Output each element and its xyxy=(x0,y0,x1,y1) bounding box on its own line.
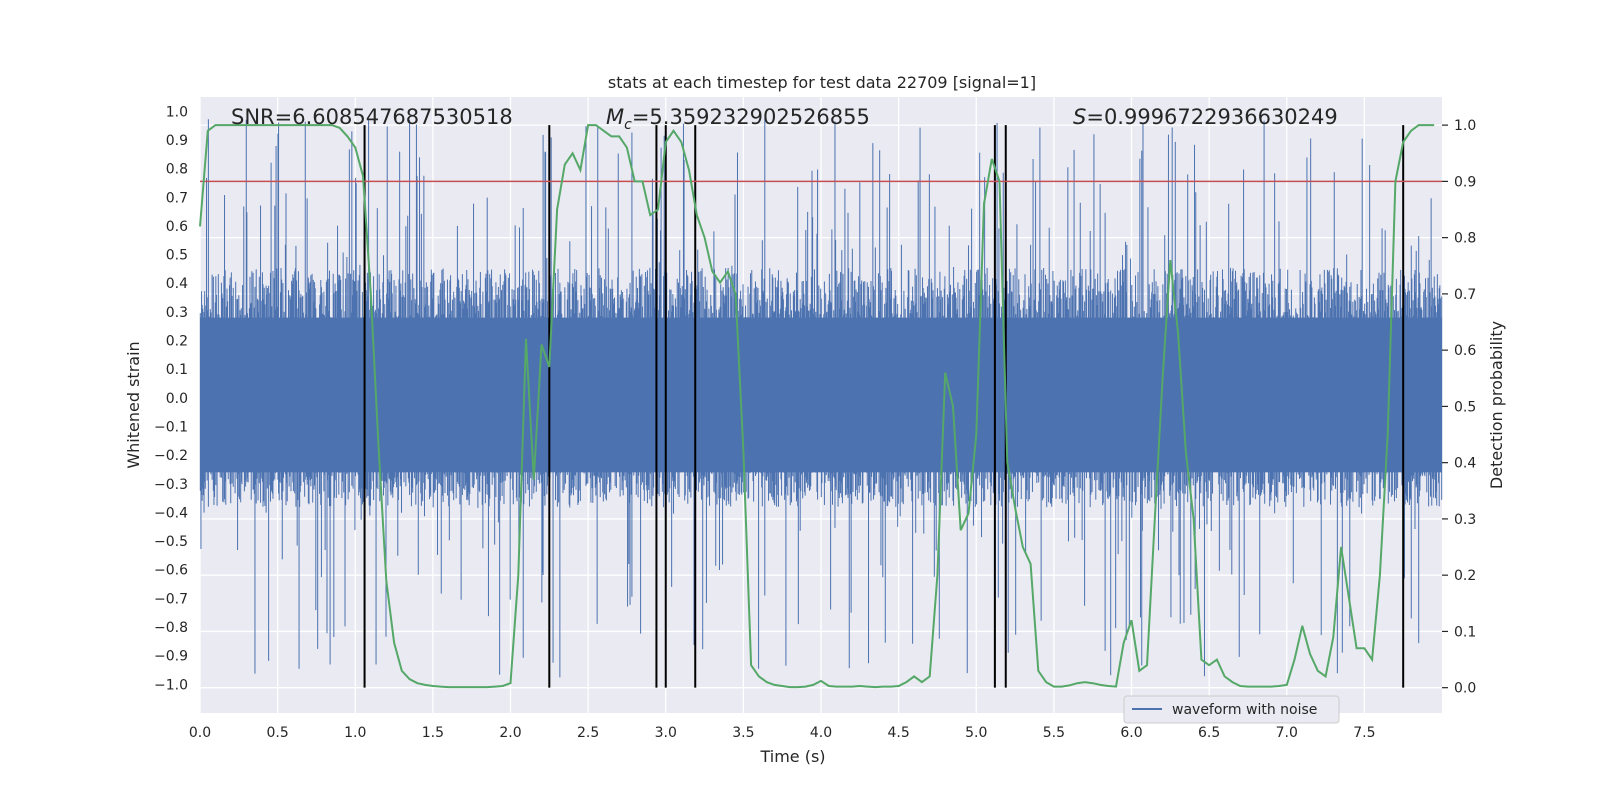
x-tick-label: 3.5 xyxy=(732,725,754,741)
y-tick-label: −0.1 xyxy=(154,419,188,435)
probability-line xyxy=(199,124,1435,689)
y-right-tick-label: 0.8 xyxy=(1454,231,1476,247)
y-tick-label: −0.9 xyxy=(154,649,188,665)
x-tick-label: 3.0 xyxy=(655,725,677,741)
chirp-mass-annotation: Mc=5.359232902526855 xyxy=(606,105,870,133)
y-tick-label: −0.2 xyxy=(154,448,188,464)
x-tick-label: 0.0 xyxy=(189,725,211,741)
y-right-tick-label: 0.1 xyxy=(1454,624,1476,640)
y-tick-label: −0.8 xyxy=(154,620,188,636)
waveform-series xyxy=(199,117,1443,678)
x-tick-labels: 0.0 0.5 1.0 1.5 2.0 2.5 3.0 3.5 4.0 4.5 5.0 5.5 6.0 6… xyxy=(189,725,1376,741)
y-tick-label: −0.6 xyxy=(154,563,188,579)
x-tick-label: 1.5 xyxy=(422,725,444,741)
chirp-mass-symbol: M xyxy=(606,105,624,129)
legend-label: waveform with noise xyxy=(1172,702,1317,718)
vertical-marker-lines xyxy=(363,125,1405,688)
y-tick-label: −0.3 xyxy=(154,477,188,493)
x-tick-label: 4.5 xyxy=(887,725,909,741)
significance-symbol: S xyxy=(1073,105,1086,129)
y-tick-label: 0.2 xyxy=(166,334,188,350)
y-right-tick-label: 0.7 xyxy=(1454,287,1476,303)
x-tick-label: 6.5 xyxy=(1198,725,1220,741)
y-right-tick-label: 0.3 xyxy=(1454,512,1476,528)
y-tick-label: 0.9 xyxy=(166,133,188,149)
y-tick-label: 0.3 xyxy=(166,305,188,321)
y-tick-label: 0.1 xyxy=(166,362,188,378)
y-tick-label: 0.6 xyxy=(166,219,188,235)
y-right-tick-label: 0.2 xyxy=(1454,568,1476,584)
y-right-tick-labels: 0.0 0.1 0.2 0.3 0.4 0.5 0.6 0.7 0.8 0.9 1.0 xyxy=(1442,118,1476,697)
x-tick-label: 5.0 xyxy=(965,725,987,741)
chirp-mass-subscript: c xyxy=(624,117,632,133)
x-tick-label: 7.0 xyxy=(1276,725,1298,741)
chart-title: stats at each timestep for test data 227… xyxy=(608,73,1036,92)
y-right-tick-label: 0.9 xyxy=(1454,174,1476,190)
legend: waveform with noise xyxy=(1123,695,1340,724)
x-tick-label: 5.5 xyxy=(1043,725,1065,741)
y-right-tick-label: 0.6 xyxy=(1454,343,1476,359)
x-tick-label: 2.5 xyxy=(577,725,599,741)
snr-annotation: SNR=6.608547687530518 xyxy=(231,105,513,129)
y-right-tick-label: 1.0 xyxy=(1454,118,1476,134)
y-right-tick-label: 0.0 xyxy=(1454,681,1476,697)
y-tick-label: 0.4 xyxy=(166,276,188,292)
x-tick-label: 1.0 xyxy=(344,725,366,741)
x-tick-label: 2.0 xyxy=(499,725,521,741)
y-tick-label: 0.0 xyxy=(166,391,188,407)
y-tick-label: −0.7 xyxy=(154,591,188,607)
significance-value: =0.9996722936630249 xyxy=(1086,105,1337,129)
y-tick-label: −0.4 xyxy=(154,505,188,521)
y-tick-label: 0.5 xyxy=(166,248,188,264)
chirp-mass-value: =5.359232902526855 xyxy=(632,105,870,129)
y-tick-label: −1.0 xyxy=(154,677,188,693)
y-tick-label: 0.7 xyxy=(166,190,188,206)
y-tick-label: −0.5 xyxy=(154,534,188,550)
x-tick-label: 0.5 xyxy=(266,725,288,741)
significance-annotation: S=0.9996722936630249 xyxy=(1073,105,1338,129)
y-tick-label: 1.0 xyxy=(166,104,188,120)
x-axis-title: Time (s) xyxy=(759,747,825,766)
y-right-axis-title: Detection probability xyxy=(1487,321,1506,489)
legend-box xyxy=(1123,695,1340,724)
x-tick-label: 4.0 xyxy=(810,725,832,741)
waveform-core xyxy=(200,317,1442,473)
y-axis-title: Whitened strain xyxy=(124,341,143,468)
y-right-tick-label: 0.5 xyxy=(1454,399,1476,415)
y-right-tick-label: 0.4 xyxy=(1454,456,1476,472)
x-tick-label: 7.5 xyxy=(1353,725,1375,741)
x-tick-label: 6.0 xyxy=(1120,725,1142,741)
y-tick-labels: −1.0 −0.9 −0.8 −0.7 −0.6 −0.5 −0.4 −0.3 −0.2 −0.1… xyxy=(154,104,188,693)
y-tick-label: 0.8 xyxy=(166,162,188,178)
